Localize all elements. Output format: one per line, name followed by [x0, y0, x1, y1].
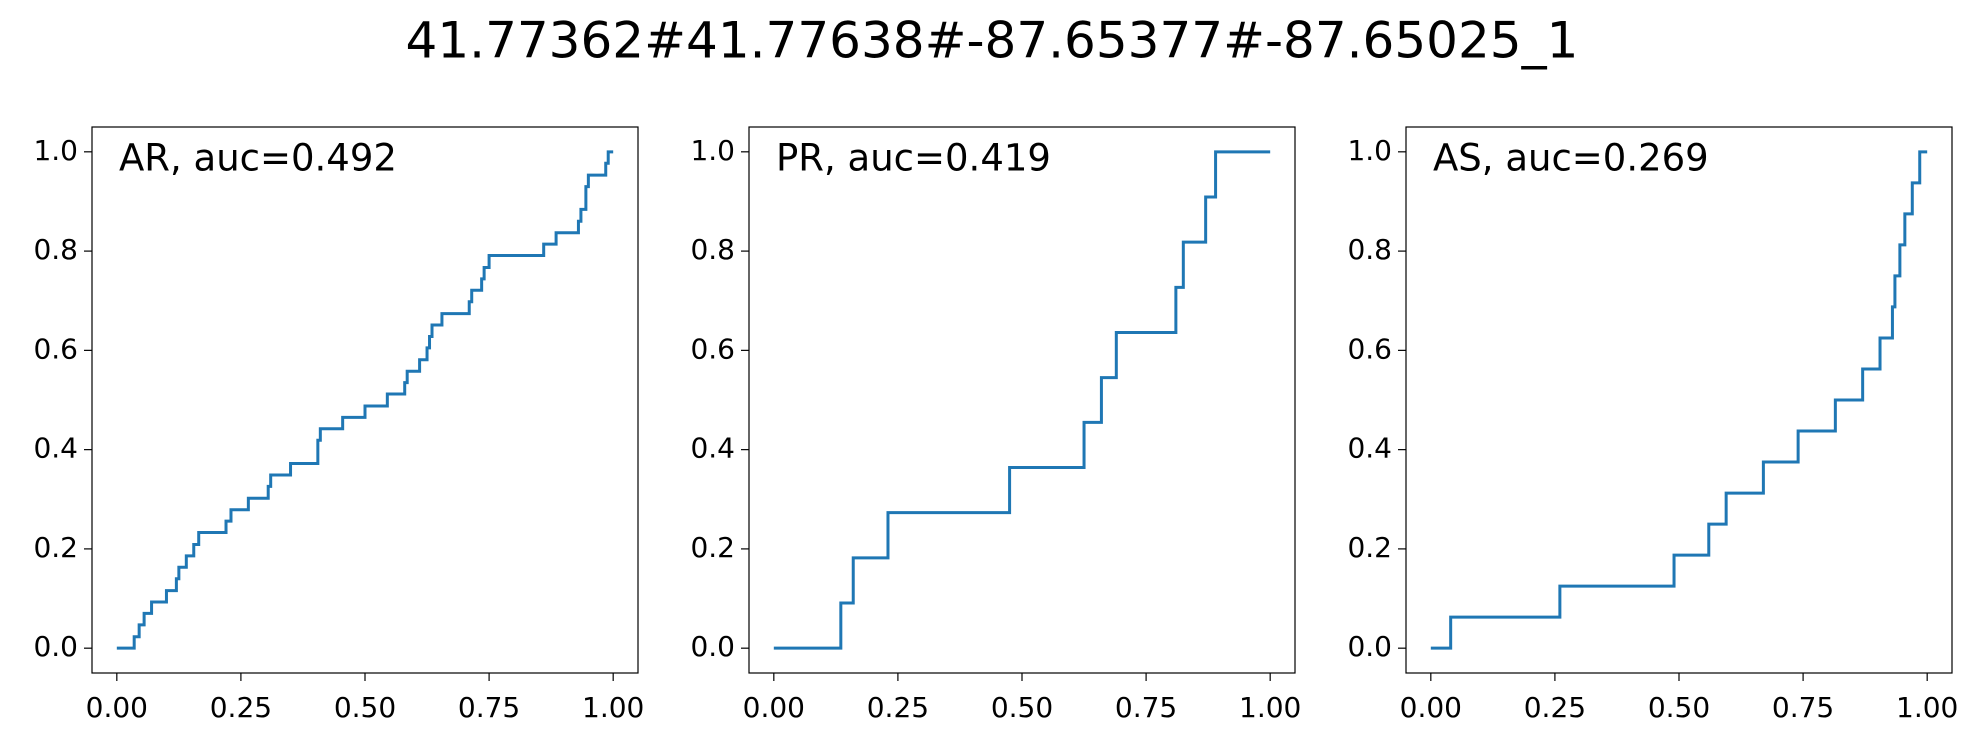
axes-frame — [1405, 126, 1953, 674]
y-tick-label: 1.0 — [690, 134, 735, 167]
x-tick-label: 0.50 — [334, 691, 396, 724]
annotation: AR, auc=0.492 — [119, 137, 397, 180]
y-tick-label: 0.6 — [33, 332, 78, 365]
annotation: AS, auc=0.269 — [1433, 137, 1709, 180]
y-tick-label: 0.0 — [33, 630, 78, 663]
y-tick-label: 0.4 — [1347, 432, 1392, 465]
roc-line — [773, 150, 1271, 650]
x-tick-label: 0.00 — [743, 691, 805, 724]
annotation: PR, auc=0.419 — [776, 137, 1051, 180]
subplot: 0.00 0.25 0.50 0.75 1.00 0.0 0.2 0.4 0.6 0.8 1.0 AR… — [33, 126, 644, 724]
y-tick-label: 1.0 — [1347, 134, 1392, 167]
subplot: 0.00 0.25 0.50 0.75 1.00 0.0 0.2 0.4 0.6 0.8 1.0 AS… — [1347, 126, 1958, 724]
x-tick-label: 0.00 — [1400, 691, 1462, 724]
y-tick-label: 0.2 — [33, 531, 78, 564]
x-tick-label: 0.25 — [867, 691, 929, 724]
roc-line — [116, 150, 614, 650]
x-tick-label: 1.00 — [1896, 691, 1958, 724]
figure-title: 41.77362#41.77638#-87.65377#-87.65025_1 — [406, 12, 1579, 70]
y-tick-label: 0.8 — [690, 233, 735, 266]
y-tick-label: 0.4 — [690, 432, 735, 465]
y-tick-label: 0.0 — [690, 630, 735, 663]
y-tick-label: 0.8 — [33, 233, 78, 266]
y-tick-label: 0.6 — [1347, 332, 1392, 365]
x-tick-label: 1.00 — [1239, 691, 1301, 724]
x-tick-label: 0.25 — [1524, 691, 1586, 724]
x-tick-label: 0.75 — [1772, 691, 1834, 724]
x-tick-label: 0.00 — [86, 691, 148, 724]
y-tick-label: 0.2 — [690, 531, 735, 564]
x-tick-label: 0.25 — [210, 691, 272, 724]
y-tick-label: 0.6 — [690, 332, 735, 365]
axes-frame — [91, 126, 639, 674]
subplot: 0.00 0.25 0.50 0.75 1.00 0.0 0.2 0.4 0.6 0.8 1.0 PR… — [690, 126, 1301, 724]
axes-frame — [748, 126, 1296, 674]
y-tick-label: 1.0 — [33, 134, 78, 167]
roc-line — [1430, 150, 1928, 650]
x-tick-label: 1.00 — [582, 691, 644, 724]
y-tick-label: 0.4 — [33, 432, 78, 465]
x-tick-label: 0.50 — [991, 691, 1053, 724]
x-tick-label: 0.75 — [458, 691, 520, 724]
x-tick-label: 0.75 — [1115, 691, 1177, 724]
y-tick-label: 0.0 — [1347, 630, 1392, 663]
x-tick-label: 0.50 — [1648, 691, 1710, 724]
y-tick-label: 0.2 — [1347, 531, 1392, 564]
y-tick-label: 0.8 — [1347, 233, 1392, 266]
